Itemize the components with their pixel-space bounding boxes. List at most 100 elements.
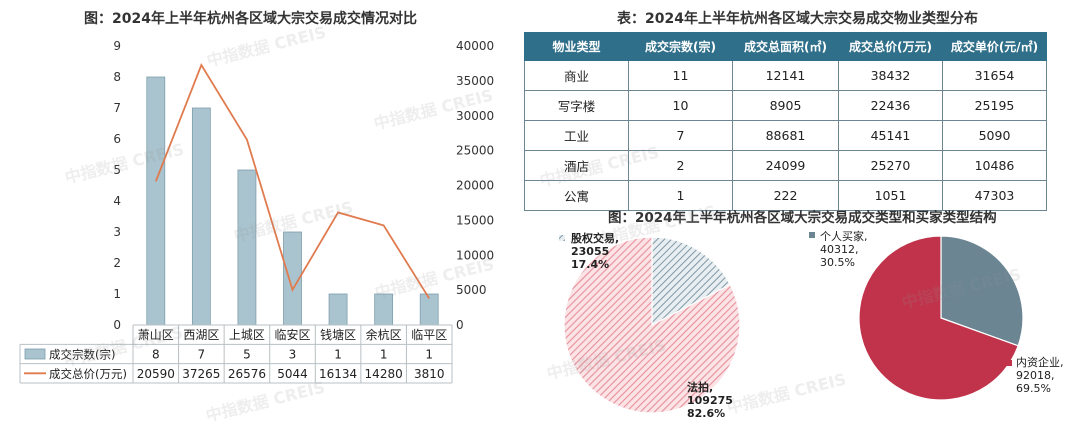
- table-cell: 1: [628, 180, 733, 211]
- data-table-value: 3: [289, 348, 297, 362]
- y-tick-label: 6: [113, 132, 121, 146]
- table-title: 表：2024年上半年杭州各区域大宗交易成交物业类型分布: [617, 11, 978, 27]
- category-label: 上城区: [229, 328, 265, 342]
- table-cell: 公寓: [524, 180, 629, 211]
- y-tick-label: 3: [113, 225, 121, 239]
- y-tick-label: 1: [113, 287, 121, 301]
- pie-label: 40312,: [820, 243, 859, 256]
- legend-swatch: [559, 235, 565, 241]
- bar: [419, 293, 439, 326]
- legend-swatch: [809, 232, 815, 238]
- y-tick-label: 9: [113, 39, 121, 53]
- legend-swatch: [1006, 360, 1012, 366]
- y2-tick-label: 35000: [456, 74, 494, 88]
- category-label: 西湖区: [183, 327, 219, 342]
- pie-label: 内资企业,: [1016, 355, 1064, 369]
- data-table-value: 1: [334, 348, 342, 362]
- category-label: 临平区: [411, 328, 447, 342]
- pie-label: 个人买家,: [820, 229, 868, 243]
- data-table-value: 1: [380, 348, 388, 362]
- category-label: 钱塘区: [320, 327, 356, 342]
- category-label: 临安区: [274, 327, 310, 342]
- table-row: 写字楼 10 8905 22436 25195: [524, 90, 1047, 121]
- y-tick-label: 4: [113, 194, 121, 208]
- table-cell: 45141: [838, 120, 943, 151]
- legend-bar-swatch: [24, 348, 46, 360]
- pie-label: 109275: [687, 394, 733, 407]
- combo-chart: 0 1 2 3 4 5 6 7 8 9 0 5000 10000 15000 20000 25000 30000…: [19, 39, 494, 384]
- pies-title: 图：2024年上半年杭州各区域大宗交易成交类型和买家类型结构: [608, 210, 997, 226]
- y2-tick-label: 20000: [456, 179, 494, 193]
- pie-label: 92018,: [1016, 369, 1055, 382]
- table-cell: 24099: [732, 150, 839, 181]
- bar: [328, 293, 348, 326]
- header-property-type: 物业类型: [524, 32, 629, 61]
- header-total-area: 成交总面积(㎡): [732, 32, 839, 61]
- table-header-row: 物业类型 成交宗数(宗) 成交总面积(㎡) 成交总价(万元) 成交单价(元/㎡): [524, 32, 1047, 61]
- y-tick-label: 2: [113, 256, 121, 270]
- table-cell: 10: [628, 90, 733, 121]
- table-cell: 25195: [942, 90, 1047, 121]
- pie-label: 69.5%: [1016, 382, 1051, 395]
- pie-label: 17.4%: [571, 258, 609, 271]
- table-cell: 31654: [942, 60, 1047, 91]
- table-cell: 88681: [732, 120, 839, 151]
- combo-chart-title: 图：2024年上半年杭州各区域大宗交易成交情况对比: [84, 11, 417, 27]
- table-cell: 5090: [942, 120, 1047, 151]
- pie-label: 股权交易,: [571, 231, 619, 245]
- y-tick-label: 8: [113, 70, 121, 84]
- property-type-table: 物业类型 成交宗数(宗) 成交总面积(㎡) 成交总价(万元) 成交单价(元/㎡)…: [524, 32, 1047, 211]
- pie-label: 82.6%: [687, 407, 725, 420]
- data-table-value: 5044: [277, 367, 308, 381]
- table-row: 商业 11 12141 38432 31654: [524, 60, 1047, 91]
- table-cell: 38432: [838, 60, 943, 91]
- table-cell: 写字楼: [524, 90, 629, 121]
- data-table-value: 3810: [414, 367, 445, 381]
- table-cell: 工业: [524, 120, 629, 151]
- data-table-value: 8: [152, 348, 160, 362]
- data-table-value: 7: [198, 348, 206, 362]
- table-cell: 8905: [732, 90, 839, 121]
- pie-label: 23055: [571, 245, 609, 258]
- pie-slice: [940, 235, 1024, 347]
- table-cell: 25270: [838, 150, 943, 181]
- data-table-value: 16134: [319, 367, 357, 381]
- pie-label: 法拍,: [687, 380, 713, 394]
- table-cell: 47303: [942, 180, 1047, 211]
- y2-tick-label: 0: [456, 318, 464, 332]
- data-table-value: 1: [425, 348, 433, 362]
- table-cell: 12141: [732, 60, 839, 91]
- table-cell: 酒店: [524, 150, 629, 181]
- y2-tick-label: 25000: [456, 144, 494, 158]
- y2-tick-label: 30000: [456, 109, 494, 123]
- header-total-price: 成交总价(万元): [838, 32, 943, 61]
- table-cell: 11: [628, 60, 733, 91]
- bar: [374, 293, 394, 326]
- table-row: 工业 7 88681 45141 5090: [524, 120, 1047, 151]
- table-cell: 7: [628, 120, 733, 151]
- pie-label: 30.5%: [820, 256, 855, 269]
- bar: [191, 107, 211, 326]
- pie-slice: [858, 235, 1019, 401]
- y-tick-label: 5: [113, 163, 121, 177]
- right-panel: 表：2024年上半年杭州各区域大宗交易成交物业类型分布 物业类型 成交宗数(宗)…: [500, 0, 1080, 430]
- data-table-value: 37265: [182, 367, 220, 381]
- category-label: 萧山区: [138, 328, 174, 342]
- table-cell: 22436: [838, 90, 943, 121]
- y2-tick-label: 40000: [456, 39, 494, 53]
- bar: [237, 169, 257, 326]
- table-cell: 222: [732, 180, 839, 211]
- table-cell: 商业: [524, 60, 629, 91]
- table-cell: 1051: [838, 180, 943, 211]
- pie-slice: [563, 236, 741, 414]
- table-row: 酒店 2 24099 25270 10486: [524, 150, 1047, 181]
- y-tick-label: 7: [113, 101, 121, 115]
- data-table-value: 26576: [228, 367, 266, 381]
- series-name: 成交宗数(宗): [49, 348, 115, 362]
- series-name: 成交总价(万元): [49, 367, 127, 381]
- table-row: 公寓 1 222 1051 47303: [524, 180, 1047, 211]
- y2-tick-label: 15000: [456, 213, 494, 227]
- header-deal-count: 成交宗数(宗): [628, 32, 733, 61]
- pie-slice: [651, 236, 731, 326]
- y2-tick-label: 10000: [456, 248, 494, 262]
